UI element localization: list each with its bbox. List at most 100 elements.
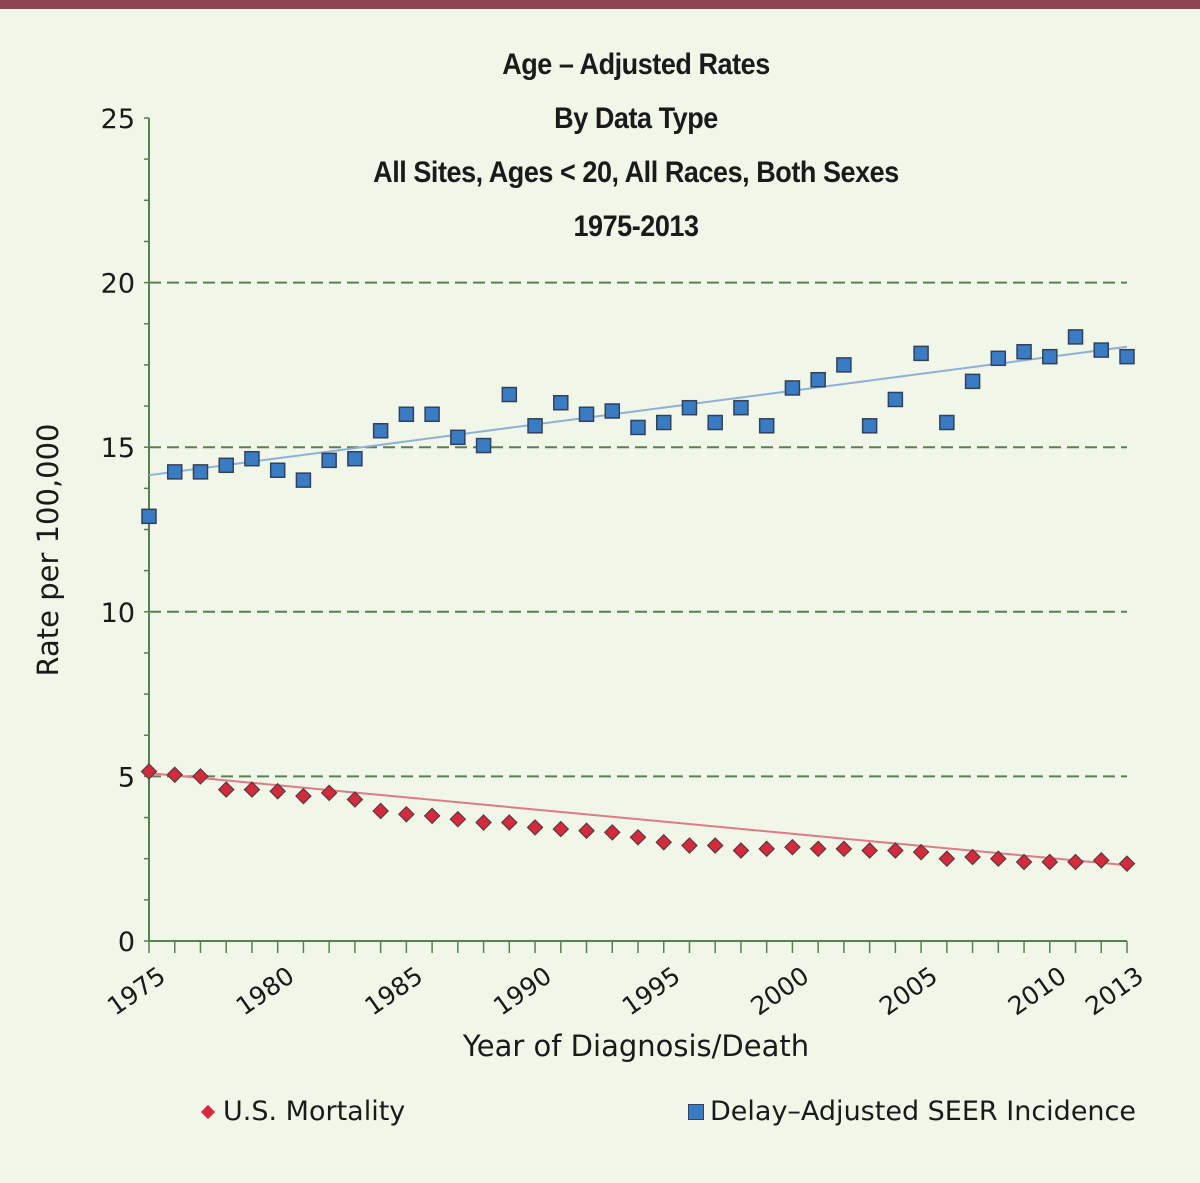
title-line-1: Age – Adjusted Rates bbox=[502, 48, 770, 81]
incidence-point bbox=[836, 357, 852, 373]
mortality-point bbox=[552, 820, 570, 838]
incidence-point bbox=[501, 386, 518, 403]
incidence-point bbox=[192, 464, 209, 480]
incidence-point bbox=[372, 422, 389, 439]
incidence-point bbox=[964, 373, 981, 390]
title-line-4: 1975-2013 bbox=[573, 210, 699, 243]
x-tick-label: 1985 bbox=[359, 961, 428, 1021]
mortality-point bbox=[809, 840, 827, 858]
incidence-point bbox=[707, 414, 723, 431]
incidence-point bbox=[733, 399, 749, 416]
mortality-point bbox=[166, 766, 184, 784]
incidence-point bbox=[1093, 342, 1110, 358]
incidence-point bbox=[321, 452, 337, 469]
incidence-point bbox=[553, 395, 569, 411]
mortality-point bbox=[603, 824, 621, 841]
y-tick-label: 0 bbox=[118, 927, 135, 958]
x-tick-label: 1980 bbox=[231, 961, 300, 1021]
gridlines bbox=[149, 281, 1127, 778]
mortality-point bbox=[964, 848, 981, 866]
mortality-point bbox=[732, 842, 750, 859]
incidence-point bbox=[681, 399, 698, 416]
mortality-point bbox=[500, 814, 518, 831]
incidence-point bbox=[166, 464, 183, 480]
incidence-point bbox=[990, 350, 1007, 367]
incidence-point bbox=[578, 406, 595, 423]
incidence-point bbox=[475, 437, 492, 454]
incidence-point bbox=[939, 414, 955, 431]
incidence-point bbox=[347, 450, 363, 467]
diamond-marker-icon bbox=[200, 1104, 216, 1119]
mortality-point bbox=[346, 791, 364, 808]
y-tick-label: 5 bbox=[118, 762, 135, 793]
legend-item-incidence: Delay–Adjusted SEER Incidence bbox=[688, 1096, 1136, 1127]
incidence-point bbox=[450, 429, 466, 446]
legend-label-mortality: U.S. Mortality bbox=[223, 1096, 406, 1127]
mortality-point bbox=[449, 810, 467, 828]
mortality-point bbox=[938, 850, 956, 868]
data-points bbox=[140, 329, 1136, 872]
incidence-point bbox=[1042, 348, 1058, 365]
mortality-point bbox=[423, 807, 441, 825]
incidence-point bbox=[527, 418, 543, 434]
mortality-point bbox=[835, 840, 853, 858]
mortality-point bbox=[475, 814, 492, 831]
incidence-point bbox=[630, 419, 646, 436]
mortality-trend-line bbox=[148, 772, 1128, 867]
top-accent-bar bbox=[0, 0, 1200, 9]
mortality-point bbox=[655, 833, 673, 851]
incidence-point bbox=[1016, 343, 1032, 360]
y-tick-label: 25 bbox=[101, 104, 135, 135]
chart-title: Age – Adjusted Rates By Data Type All Si… bbox=[0, 38, 1200, 254]
incidence-point bbox=[1119, 348, 1135, 365]
mortality-point bbox=[217, 781, 235, 798]
mortality-point bbox=[526, 819, 544, 836]
incidence-point bbox=[861, 418, 878, 434]
incidence-point bbox=[604, 403, 621, 419]
incidence-point bbox=[295, 472, 312, 488]
mortality-point bbox=[706, 837, 724, 854]
mortality-point bbox=[629, 828, 647, 846]
incidence-point bbox=[398, 406, 415, 423]
mortality-point bbox=[320, 784, 338, 802]
mortality-point bbox=[295, 787, 312, 805]
incidence-point bbox=[141, 508, 157, 525]
x-tick-label: 1975 bbox=[102, 961, 171, 1021]
x-tick-label: 2010 bbox=[1003, 961, 1072, 1021]
mortality-point bbox=[758, 840, 776, 858]
incidence-point bbox=[655, 414, 672, 431]
incidence-point bbox=[887, 391, 904, 408]
incidence-point bbox=[758, 418, 775, 434]
x-axis-label: Year of Diagnosis/Death bbox=[462, 1029, 809, 1063]
incidence-point bbox=[424, 406, 440, 423]
mortality-point bbox=[861, 842, 878, 859]
axis-labels: Rate per 100,000 Year of Diagnosis/Death… bbox=[31, 104, 1149, 1063]
trend-lines bbox=[148, 345, 1128, 867]
incidence-point bbox=[269, 462, 286, 478]
mortality-point bbox=[1067, 853, 1084, 871]
title-line-3: All Sites, Ages < 20, All Races, Both Se… bbox=[373, 156, 899, 189]
mortality-point bbox=[887, 842, 904, 859]
mortality-point bbox=[398, 805, 415, 823]
axes bbox=[144, 117, 1128, 953]
x-tick-label: 1995 bbox=[617, 961, 686, 1021]
incidence-trend-line bbox=[148, 345, 1128, 477]
y-axis-label: Rate per 100,000 bbox=[31, 423, 65, 676]
incidence-point bbox=[810, 371, 826, 388]
mortality-point bbox=[372, 802, 389, 820]
mortality-point bbox=[784, 838, 801, 856]
y-tick-label: 20 bbox=[101, 269, 135, 300]
mortality-point bbox=[243, 781, 261, 798]
incidence-point bbox=[1067, 329, 1084, 345]
y-tick-label: 15 bbox=[101, 433, 135, 464]
y-tick-label: 10 bbox=[101, 598, 135, 629]
mortality-point bbox=[989, 850, 1007, 868]
mortality-point bbox=[1118, 855, 1136, 872]
mortality-point bbox=[192, 768, 209, 785]
x-tick-label: 2013 bbox=[1080, 961, 1149, 1021]
legend-label-incidence: Delay–Adjusted SEER Incidence bbox=[710, 1096, 1137, 1127]
mortality-point bbox=[1015, 853, 1033, 871]
title-line-2: By Data Type bbox=[554, 102, 718, 135]
x-tick-label: 2005 bbox=[874, 961, 943, 1021]
incidence-point bbox=[784, 380, 801, 396]
